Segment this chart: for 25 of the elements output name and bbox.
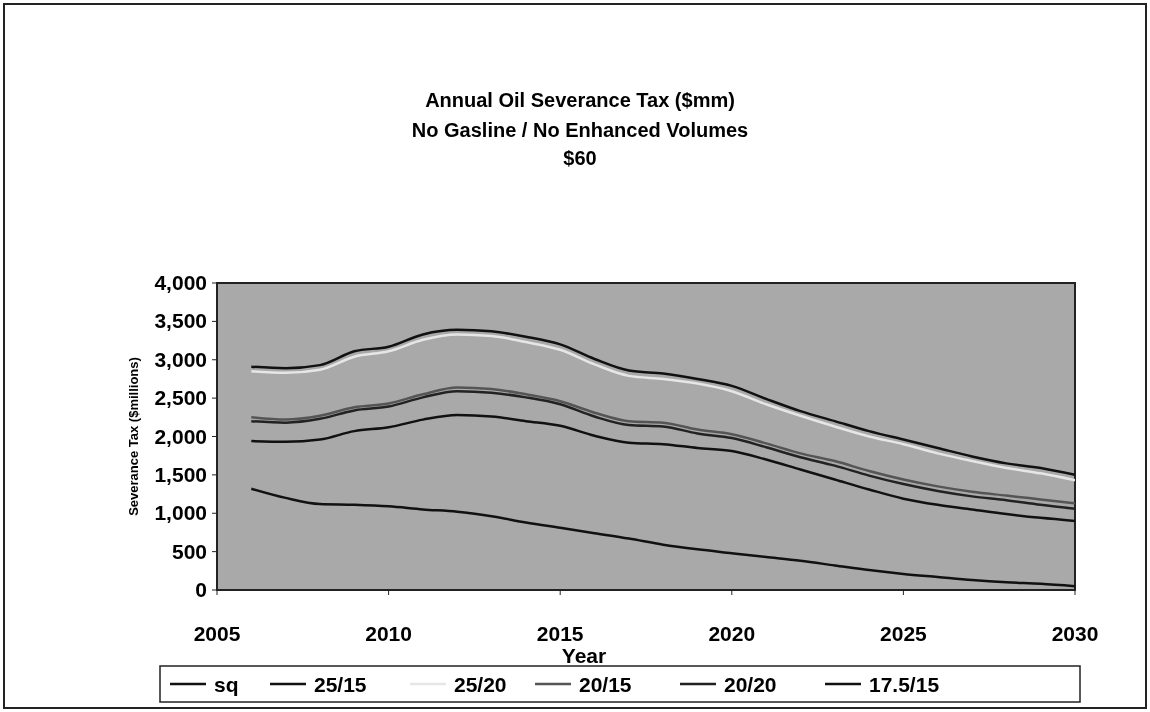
y-tick-label: 500: [171, 539, 207, 563]
y-tick-label: 3,500: [154, 309, 207, 333]
legend-label: sq: [214, 673, 239, 696]
y-axis-title: Severance Tax ($millions): [126, 357, 141, 516]
y-tick-label: 1,000: [154, 501, 207, 525]
chart-title: Annual Oil Severance Tax ($mm): [425, 89, 735, 111]
y-tick-label: 0: [195, 578, 207, 601]
y-tick-label: 2,500: [154, 386, 207, 410]
legend-label: 25/15: [314, 673, 367, 696]
y-tick-label: 4,000: [154, 271, 207, 294]
y-tick-label: 3,000: [154, 347, 207, 371]
y-tick-label: 2,000: [154, 424, 207, 448]
x-tick-label: 2030: [1051, 622, 1099, 645]
legend-label: 25/20: [454, 673, 507, 696]
x-axis-title: Year: [561, 644, 607, 667]
x-tick-label: 2020: [708, 622, 756, 645]
legend-label: 20/15: [579, 673, 632, 696]
x-tick-label: 2005: [193, 622, 241, 645]
legend-label: 17.5/15: [869, 673, 940, 696]
x-tick-label: 2015: [536, 622, 584, 645]
y-tick-label: 1,500: [154, 462, 207, 486]
chart-subtitle: No Gasline / No Enhanced Volumes $60: [411, 119, 749, 169]
legend-label: 20/20: [724, 673, 777, 696]
x-tick-label: 2010: [365, 622, 412, 645]
x-tick-label: 2025: [880, 622, 928, 645]
